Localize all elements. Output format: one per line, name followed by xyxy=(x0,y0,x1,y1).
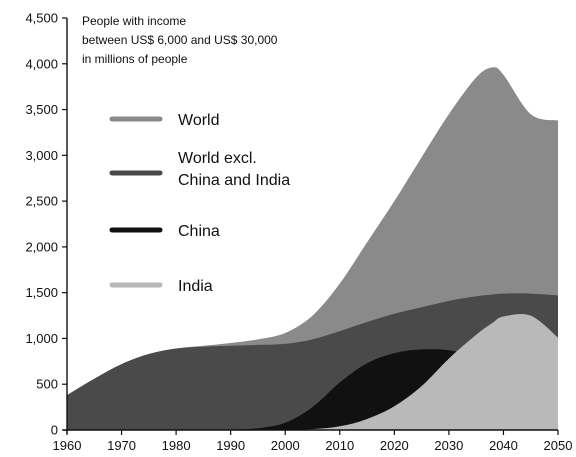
legend-label-china: China xyxy=(178,223,220,240)
axes: 0 500 1,000 1,500 2,000 2,500 3,000 3,500 4,000 4… xyxy=(25,11,572,454)
title-line-2: between US$ 6,000 and US$ 30,000 xyxy=(82,33,278,47)
y-tick-label: 500 xyxy=(36,377,58,392)
x-tick-label: 2000 xyxy=(271,438,300,453)
chart-title: People with income between US$ 6,000 and… xyxy=(82,14,278,66)
x-tick-label: 2010 xyxy=(325,438,354,453)
x-tick-label: 2020 xyxy=(380,438,409,453)
legend-label-world_excl: World excl. xyxy=(178,150,257,167)
legend-item-world_excl: World excl. China and India xyxy=(109,150,290,189)
y-tick-label: 3,500 xyxy=(25,102,58,117)
legend-label-world: World xyxy=(178,112,220,129)
x-tick-label: 2040 xyxy=(489,438,518,453)
x-tick-label: 1990 xyxy=(216,438,245,453)
legend-item-world: World xyxy=(109,112,220,129)
legend: World World excl. China and India China Indi… xyxy=(109,112,290,295)
x-tick-label: 2050 xyxy=(544,438,573,453)
title-line-3: in millions of people xyxy=(82,52,188,66)
y-tick-label: 2,000 xyxy=(25,239,58,254)
series-areas xyxy=(67,67,558,431)
legend-label-world_excl: China and India xyxy=(178,172,290,189)
y-tick-label: 4,000 xyxy=(25,56,58,71)
y-tick-label: 0 xyxy=(51,423,58,438)
y-tick-label: 1,500 xyxy=(25,285,58,300)
y-tick-label: 4,500 xyxy=(25,11,58,26)
y-tick-label: 2,500 xyxy=(25,194,58,209)
x-tick-label: 1980 xyxy=(162,438,191,453)
area-india xyxy=(67,313,558,431)
title-line-1: People with income xyxy=(82,14,186,28)
y-tick-label: 1,000 xyxy=(25,331,58,346)
x-tick-label: 1960 xyxy=(53,438,82,453)
y-tick-label: 3,000 xyxy=(25,148,58,163)
legend-label-india: India xyxy=(178,278,213,295)
legend-item-india: India xyxy=(109,278,213,295)
x-tick-label: 1970 xyxy=(107,438,136,453)
x-tick-label: 2030 xyxy=(434,438,463,453)
legend-item-china: China xyxy=(109,223,220,240)
